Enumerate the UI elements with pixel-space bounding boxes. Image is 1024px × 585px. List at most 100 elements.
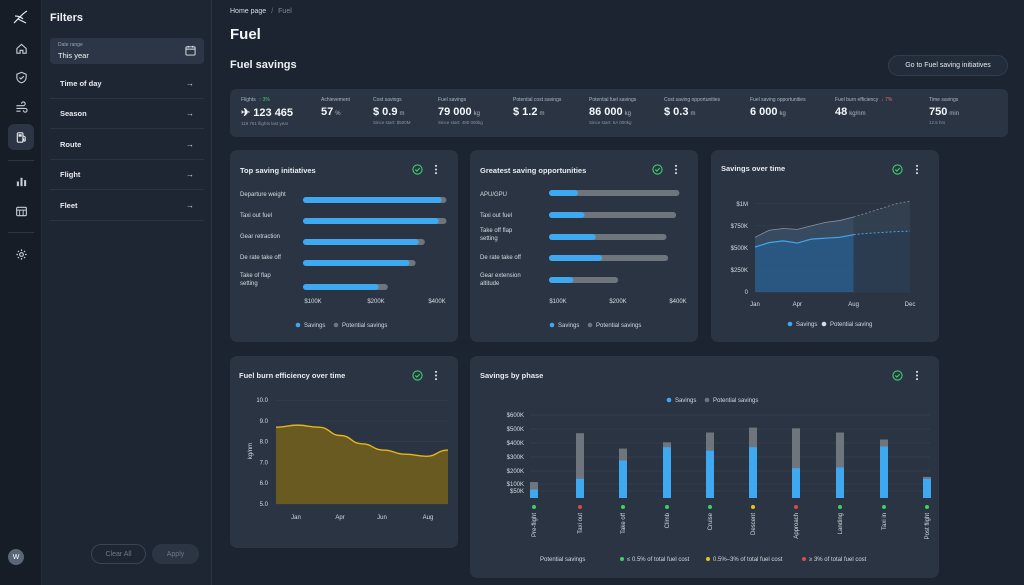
filter-season[interactable]: Season → <box>50 99 204 129</box>
savings-bar <box>923 478 931 498</box>
category-label: Taxi out fuel <box>480 213 512 219</box>
more-options-icon[interactable] <box>433 164 439 175</box>
kpi-item: Potential cost savings $ 1.2 m <box>513 97 561 118</box>
card-title: Savings over time <box>721 164 786 173</box>
breadcrumb-current: Fuel <box>278 8 292 15</box>
tick-label: $400K <box>507 441 524 447</box>
savings-bar <box>549 234 596 240</box>
tick-label: Aug <box>423 515 434 521</box>
legend-swatch <box>704 397 710 403</box>
arrow-right-icon: → <box>186 201 194 210</box>
potential-bar <box>576 433 584 498</box>
filter-label: Route <box>60 140 82 149</box>
more-options-icon[interactable] <box>433 370 439 381</box>
kpi-item: Fuel savings 79 000 kg Since start: 480 000… <box>438 97 483 125</box>
category-label: Post flight <box>925 513 931 540</box>
kpi-label: Cost savings <box>373 97 402 103</box>
potential-line <box>754 216 854 238</box>
go-to-initiatives-button[interactable]: Go to Fuel saving initiatives <box>888 55 1008 76</box>
page-title: Fuel <box>230 26 261 43</box>
efficiency-area <box>276 425 448 504</box>
gear-icon[interactable] <box>8 241 34 267</box>
kpi-subtext: Since start: 480 000kg <box>438 120 483 125</box>
filters-title: Filters <box>50 12 84 24</box>
legend-swatch <box>549 322 555 328</box>
filter-flight[interactable]: Flight → <box>50 160 204 190</box>
category-label: Cruise <box>708 512 714 530</box>
more-options-icon[interactable] <box>673 164 679 175</box>
shield-icon[interactable] <box>8 64 34 90</box>
savings-bar <box>303 260 410 266</box>
section-title: Fuel savings <box>230 59 297 71</box>
tick-label: 5.0 <box>260 502 269 508</box>
fuel-icon[interactable] <box>8 124 34 150</box>
date-range-select[interactable]: Date range This year <box>50 38 204 64</box>
legend-label: Savings <box>675 398 696 404</box>
avatar[interactable]: W <box>8 549 24 565</box>
status-dot <box>882 505 886 509</box>
kpi-item: Time savings 750 min 12.5 hrs <box>929 97 959 125</box>
kpi-item: Flights ↑ 3% ✈ 123 465 119 761 flights last… <box>241 97 293 126</box>
legend-swatch <box>587 322 593 328</box>
savings-bar <box>303 197 442 203</box>
check-circle-icon <box>652 164 663 175</box>
kpi-value: $ 0.9 m <box>373 106 405 118</box>
status-legend-swatch <box>620 557 624 561</box>
savings-bar <box>880 446 888 498</box>
breadcrumb: Home page / Fuel <box>230 8 292 15</box>
card-title: Greatest saving opportunities <box>480 166 587 175</box>
more-options-icon[interactable] <box>914 370 920 381</box>
greatest-saving-opportunities-card: Greatest saving opportunities APU/GPU Tax… <box>470 150 698 342</box>
status-legend-label: 0.5%–3% of total fuel cost <box>713 557 783 563</box>
wind-icon[interactable] <box>8 94 34 120</box>
apply-button[interactable]: Apply <box>152 544 199 564</box>
kpi-label: Cost saving opportunities <box>664 97 721 103</box>
savings-bar <box>836 467 844 498</box>
tick-label: $500K <box>731 246 748 252</box>
arrow-right-icon: → <box>186 170 194 179</box>
card-title: Top saving initiatives <box>240 166 316 175</box>
filter-fleet[interactable]: Fleet → <box>50 191 204 221</box>
status-legend-swatch <box>706 557 710 561</box>
breadcrumb-home[interactable]: Home page <box>230 8 267 15</box>
kpi-delta: ↑ 3% <box>258 97 270 103</box>
tick-label: Dec <box>905 302 916 308</box>
kpi-label: Time savings <box>929 97 959 103</box>
efficiency-line <box>275 424 449 457</box>
check-circle-icon <box>412 164 423 175</box>
potential-bar <box>836 432 844 498</box>
savings-by-phase-chart: $50K$100K $200K $300K $400K $500K $600K Pre-fl… <box>507 397 931 563</box>
category-label: Take off flap <box>480 228 513 234</box>
more-options-icon[interactable] <box>914 164 920 175</box>
kpi-delta: ↓ 7% <box>881 97 893 103</box>
status-legend-swatch <box>802 557 806 561</box>
savings-line <box>754 234 854 248</box>
clear-all-button[interactable]: Clear All <box>91 544 146 564</box>
filter-label: Flight <box>60 170 81 179</box>
kpi-value: 750 min <box>929 106 960 118</box>
breadcrumb-separator: / <box>271 8 274 15</box>
status-dot <box>751 505 755 509</box>
date-range-label: Date range <box>58 42 83 48</box>
savings-bar <box>549 190 578 196</box>
tick-label: $200K <box>367 299 384 305</box>
kpi-value: 86 000 kg <box>589 106 631 118</box>
savings-bar <box>549 277 574 283</box>
card-title: Fuel burn efficiency over time <box>239 371 346 380</box>
savings-bar <box>303 218 439 224</box>
potential-forecast-area <box>853 201 910 235</box>
bar-chart-icon[interactable] <box>8 168 34 194</box>
tick-label: $100K <box>549 299 566 305</box>
filter-route[interactable]: Route → <box>50 130 204 160</box>
kpi-subtext: 119 761 flights last year <box>241 121 289 126</box>
potential-bar <box>792 428 800 498</box>
filter-time-of-day[interactable]: Time of day → <box>50 69 204 99</box>
table-icon[interactable] <box>8 198 34 224</box>
tick-label: $400K <box>428 299 445 305</box>
savings-bar <box>792 468 800 498</box>
category-label: Climb <box>665 512 671 528</box>
home-icon[interactable] <box>8 35 34 61</box>
savings-bar <box>303 239 419 245</box>
tick-label: 8.0 <box>260 440 269 446</box>
kpi-unit: % <box>335 111 341 117</box>
